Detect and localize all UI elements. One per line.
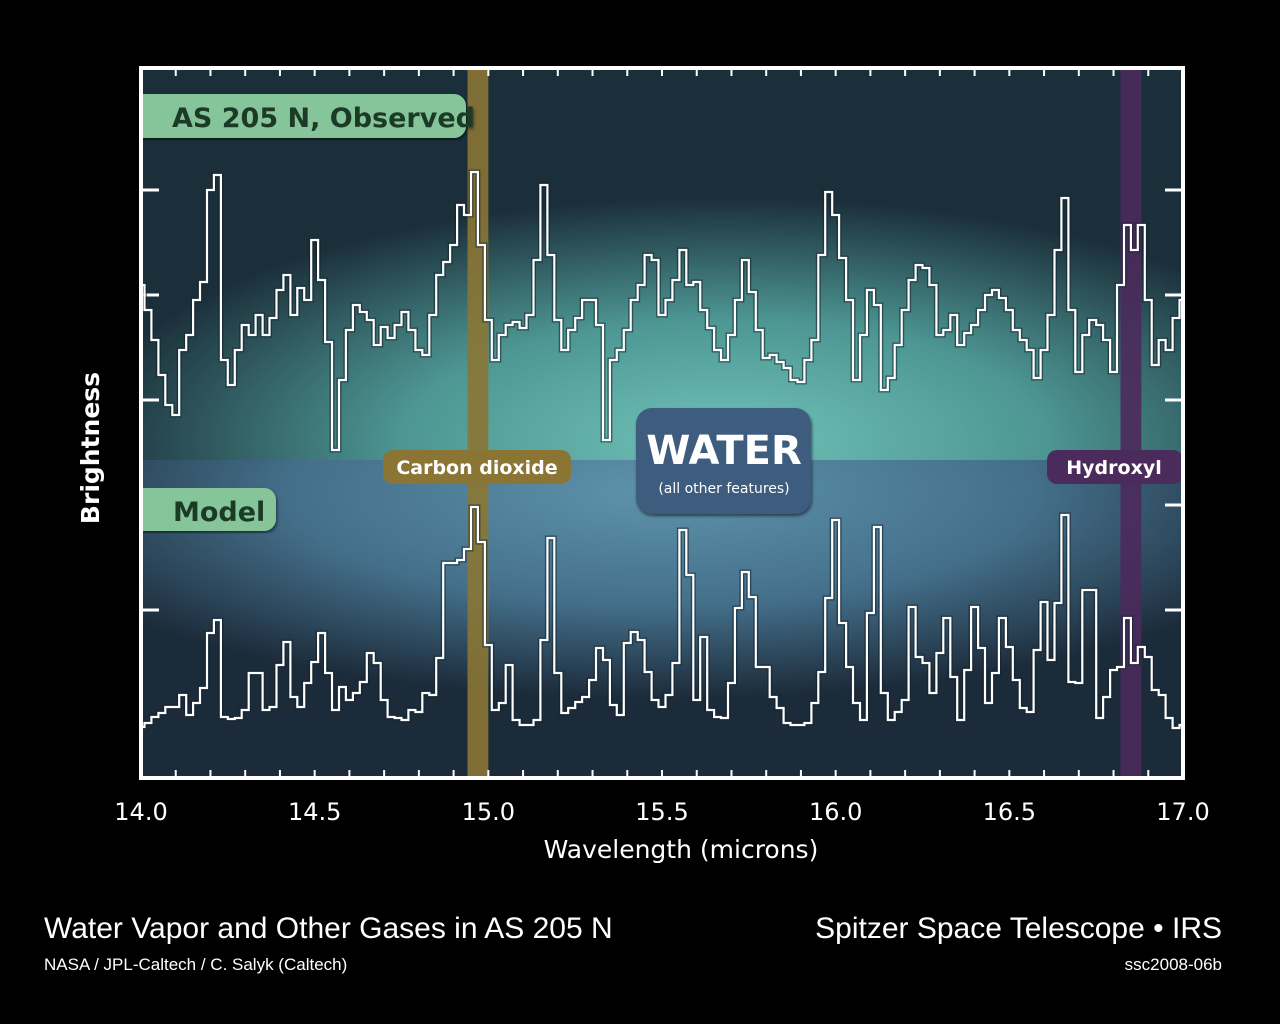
observed-label-text: AS 205 N, Observed [172, 103, 475, 134]
carbon-dioxide-annotation: Carbon dioxide [383, 450, 571, 484]
figure-credit: NASA / JPL-Caltech / C. Salyk (Caltech) [44, 955, 348, 974]
model-label-text: Model [173, 497, 265, 528]
x-axis-label: Wavelength (microns) [544, 835, 819, 864]
observed-label: AS 205 N, Observed [141, 94, 475, 138]
water-annotation: WATER (all other features) [636, 408, 811, 514]
observatory-label: Spitzer Space Telescope • IRS [815, 912, 1222, 945]
x-tick-label: 14.5 [288, 798, 341, 826]
y-axis-label: Brightness [76, 372, 105, 524]
hydroxyl-label: Hydroxyl [1066, 457, 1161, 479]
x-tick-label: 15.0 [462, 798, 515, 826]
x-tick-labels: 14.0 14.5 15.0 15.5 16.0 16.5 17.0 [114, 798, 1209, 826]
observed-spectrum-line [141, 170, 1183, 452]
x-tick-label: 15.5 [635, 798, 688, 826]
figure-title: Water Vapor and Other Gases in AS 205 N [44, 912, 613, 945]
x-tick-label: 14.0 [114, 798, 167, 826]
water-label: WATER [646, 428, 802, 474]
model-label: Model [141, 488, 276, 531]
image-id: ssc2008-06b [1124, 955, 1222, 974]
hydroxyl-band [1120, 68, 1142, 778]
water-sublabel: (all other features) [658, 481, 789, 497]
carbon-dioxide-label: Carbon dioxide [396, 457, 557, 479]
model-spectrum-line [141, 505, 1183, 730]
x-tick-label: 17.0 [1156, 798, 1209, 826]
x-tick-label: 16.0 [809, 798, 862, 826]
x-tick-label: 16.5 [983, 798, 1036, 826]
hydroxyl-annotation: Hydroxyl [1047, 450, 1183, 484]
plot-frame [139, 66, 1185, 780]
